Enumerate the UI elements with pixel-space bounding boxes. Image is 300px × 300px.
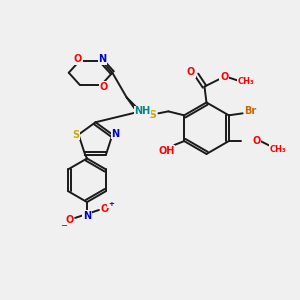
Text: N: N (98, 54, 106, 64)
Text: O: O (101, 204, 109, 214)
Text: N: N (83, 211, 91, 221)
Text: O: O (220, 72, 228, 82)
Text: O: O (65, 215, 73, 225)
Text: O: O (252, 136, 261, 146)
Text: NH: NH (134, 106, 151, 116)
Text: OH: OH (158, 146, 175, 156)
Text: O: O (74, 54, 82, 64)
Text: CH₃: CH₃ (238, 77, 254, 86)
Text: CH₃: CH₃ (270, 145, 286, 154)
Text: S: S (148, 110, 157, 120)
Text: N: N (111, 129, 119, 139)
Text: O: O (187, 67, 195, 77)
Text: O: O (99, 82, 108, 92)
Text: +: + (108, 201, 114, 207)
Text: Br: Br (244, 106, 257, 116)
Text: −: − (60, 221, 67, 230)
Text: S: S (72, 130, 79, 140)
